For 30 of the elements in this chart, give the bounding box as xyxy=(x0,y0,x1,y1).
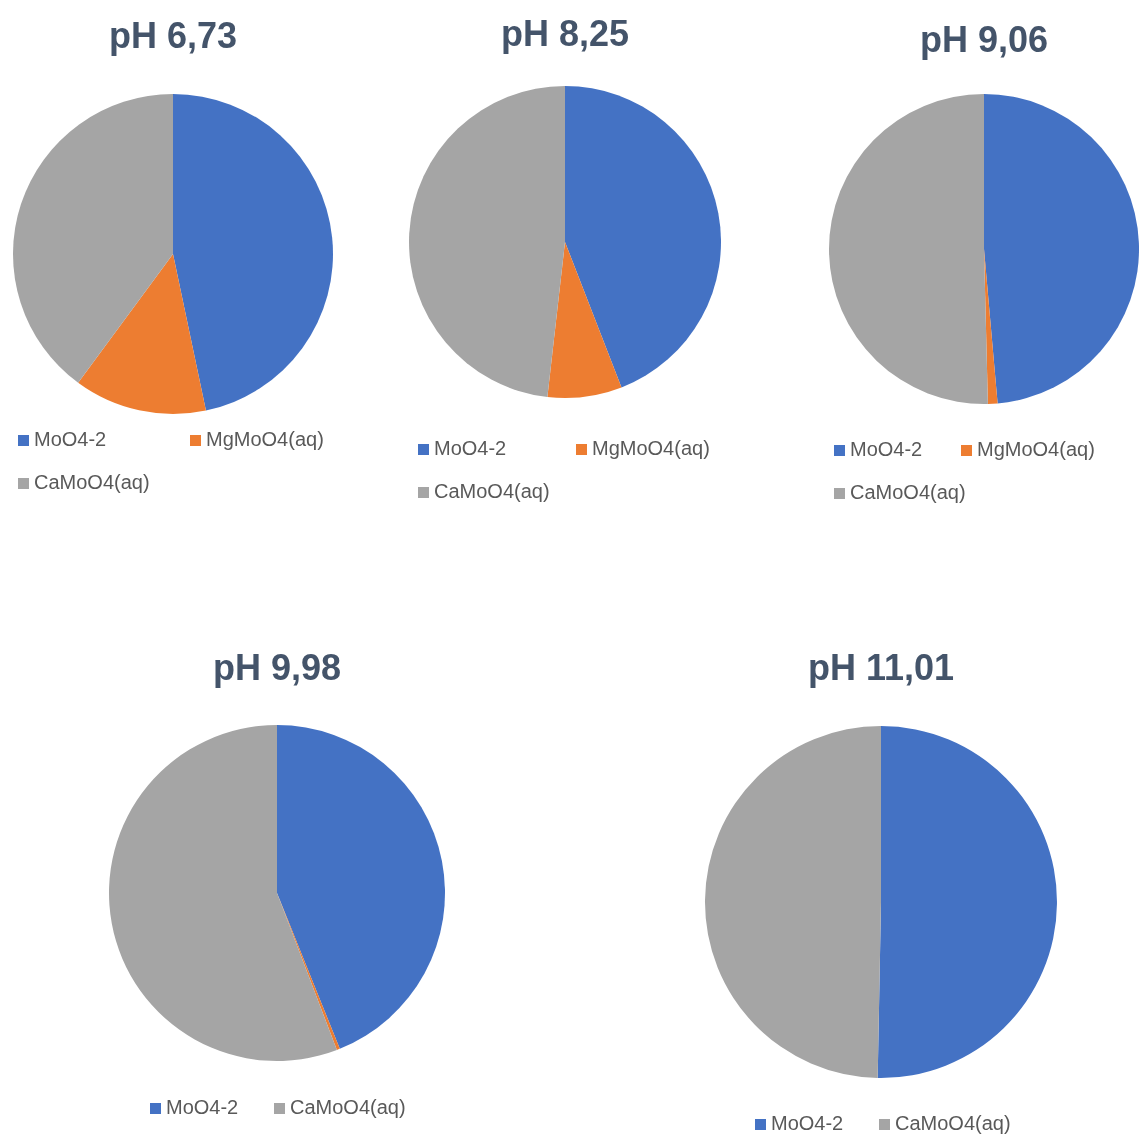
legend-label: MoO4-2 xyxy=(34,428,107,450)
pie-slice xyxy=(547,242,622,398)
chart-title: pH 9,06 xyxy=(919,19,1049,60)
pie-slice xyxy=(984,94,1139,404)
legend-label: MoO4-2 xyxy=(166,1096,239,1118)
chart-title: pH 8,25 xyxy=(500,13,630,54)
legend-label: MgMoO4(aq) xyxy=(592,437,710,459)
pie-slice xyxy=(13,94,173,383)
legend-label: MoO4-2 xyxy=(771,1112,844,1134)
pie-slice xyxy=(173,94,333,411)
chart-title: pH 9,98 xyxy=(212,647,342,688)
chart-title: pH 11,01 xyxy=(807,647,955,688)
pie-slice xyxy=(78,254,206,414)
legend-label: CaMoO4(aq) xyxy=(34,471,150,493)
pie-slice xyxy=(877,726,1057,1078)
legend-label: MoO4-2 xyxy=(850,438,923,460)
legend-label: MoO4-2 xyxy=(434,437,507,459)
legend-label: CaMoO4(aq) xyxy=(850,481,966,503)
pie-slice xyxy=(409,86,565,397)
pie-slice xyxy=(565,86,721,388)
pie-slice xyxy=(277,725,445,1049)
chart-title: pH 6,73 xyxy=(108,15,238,56)
pie-slice xyxy=(705,726,881,1078)
legend-label: MgMoO4(aq) xyxy=(206,428,324,450)
legend-label: CaMoO4(aq) xyxy=(434,480,550,502)
legend-label: CaMoO4(aq) xyxy=(290,1096,406,1118)
legend-label: MgMoO4(aq) xyxy=(977,438,1095,460)
legend-label: CaMoO4(aq) xyxy=(895,1112,1011,1134)
pie-slice xyxy=(109,725,337,1061)
pie-slice xyxy=(829,94,988,404)
